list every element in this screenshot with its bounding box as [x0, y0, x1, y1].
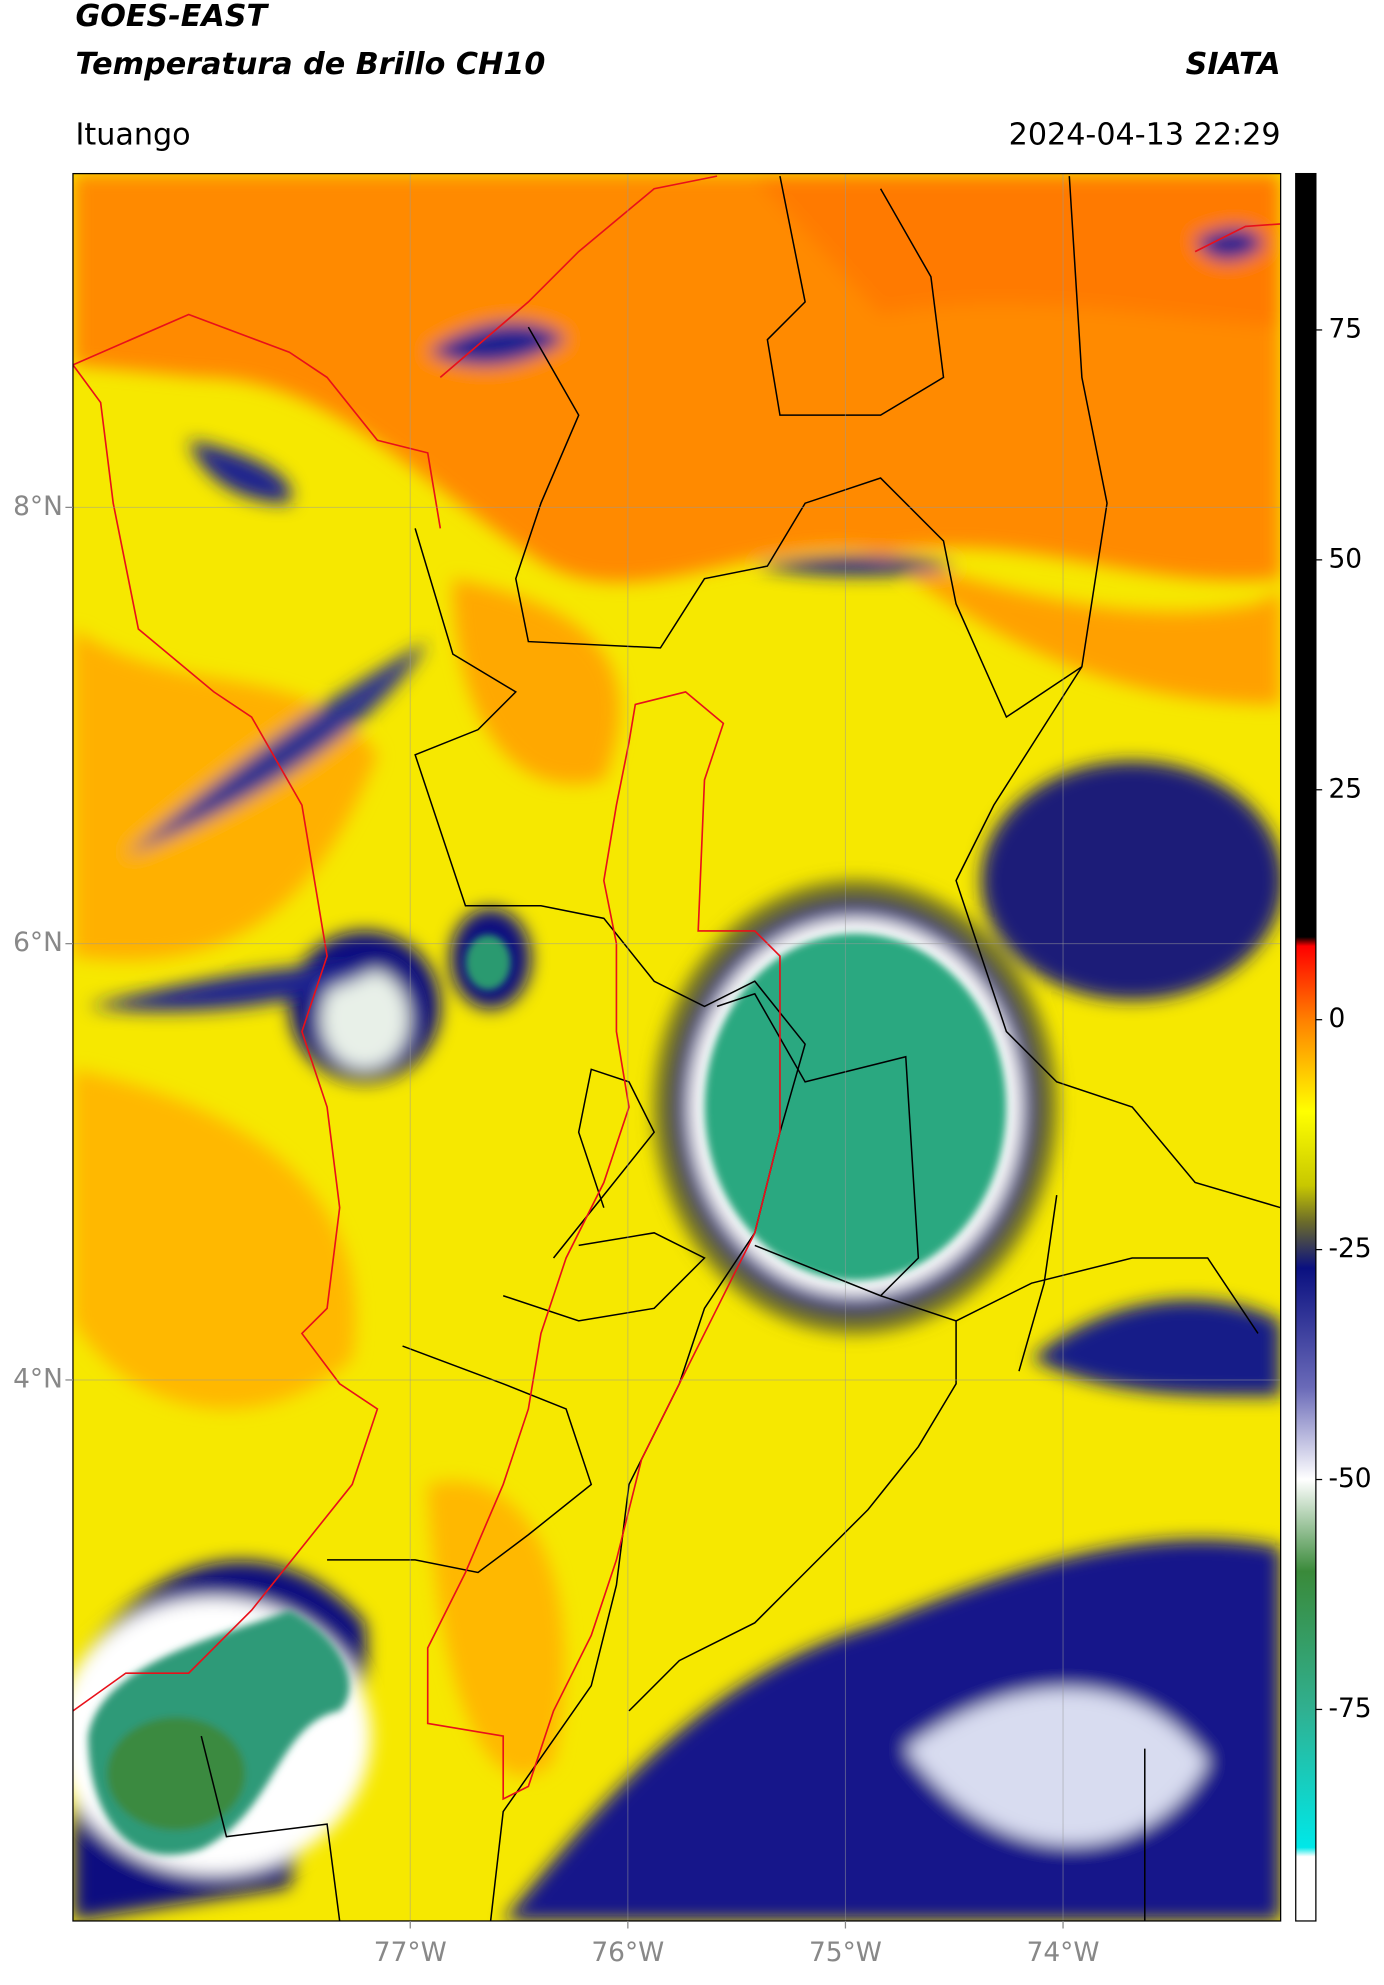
- axes: 77°W 76°W 75°W 74°W 8°N 6°N 4°N: [13, 491, 1099, 1968]
- colorbar-axis: 75 50 25 0 -25 -50 -75: [1315, 313, 1372, 1724]
- y-tick-label: 8°N: [13, 491, 63, 522]
- x-tick-label: 77°W: [374, 1937, 447, 1968]
- colorbar-tick-label: 0: [1328, 1003, 1345, 1034]
- colorbar-tick-label: -25: [1328, 1233, 1371, 1264]
- title: GOES-EAST: [75, 0, 269, 34]
- datetime: 2024-04-13 22:29: [1009, 117, 1281, 152]
- colorbar-tick-label: -75: [1328, 1693, 1371, 1724]
- colorbar-tick-label: 75: [1328, 313, 1362, 344]
- y-tick-label: 6°N: [13, 927, 63, 958]
- location: Ituango: [75, 117, 190, 152]
- figure: GOES-EAST Temperatura de Brillo CH10 SIA…: [13, 0, 1371, 1968]
- map-frame: [72, 172, 1282, 1922]
- grid: [72, 173, 1281, 1921]
- source: SIATA: [1186, 47, 1281, 82]
- colorbar-tick-label: 50: [1328, 543, 1362, 574]
- colorbar-tick-label: 25: [1328, 773, 1362, 804]
- admin-boundaries: [200, 175, 1281, 1921]
- y-tick-label: 4°N: [13, 1363, 63, 1394]
- colorbar: [1295, 172, 1317, 1922]
- colorbar-tick-label: -50: [1328, 1463, 1371, 1494]
- subtitle: Temperatura de Brillo CH10: [75, 47, 545, 82]
- x-tick-label: 76°W: [591, 1937, 664, 1968]
- x-tick-label: 74°W: [1027, 1937, 1100, 1968]
- x-tick-label: 75°W: [809, 1937, 882, 1968]
- map-image: [72, 173, 1281, 1921]
